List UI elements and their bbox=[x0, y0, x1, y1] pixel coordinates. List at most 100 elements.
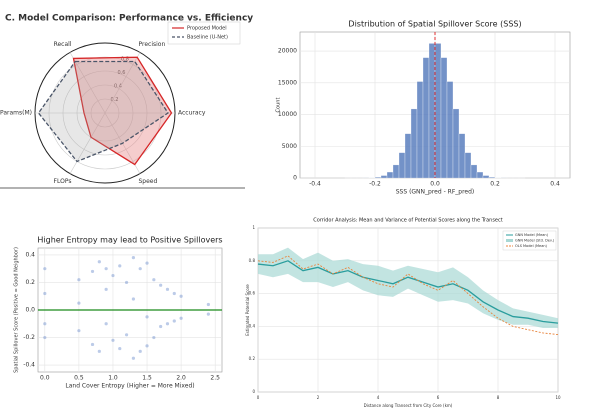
y-tick-label: 0.2 bbox=[25, 279, 35, 286]
x-tick-label: 8 bbox=[497, 395, 500, 400]
point bbox=[145, 261, 149, 265]
y-tick-label: 5000 bbox=[282, 143, 297, 150]
series-line bbox=[257, 260, 559, 324]
bar bbox=[380, 175, 388, 179]
bar bbox=[410, 108, 418, 179]
bar bbox=[482, 175, 490, 179]
chart-title: Corridor Analysis: Mean and Variance of … bbox=[313, 218, 502, 224]
bar bbox=[386, 171, 394, 179]
point bbox=[97, 260, 101, 264]
bar bbox=[476, 171, 484, 179]
point bbox=[104, 267, 108, 271]
y-axis-label: Spatial Spillover Score (Positive = Good… bbox=[14, 247, 20, 373]
r-tick-label: 0.6 bbox=[117, 70, 125, 76]
point bbox=[152, 335, 156, 340]
point bbox=[43, 335, 47, 340]
point bbox=[43, 291, 47, 296]
point bbox=[131, 297, 136, 301]
spoke bbox=[104, 52, 141, 114]
x-tick-label: 0.0 bbox=[40, 375, 50, 382]
y-tick-label: 20000 bbox=[278, 48, 297, 55]
std-band bbox=[258, 247, 558, 329]
point bbox=[206, 302, 210, 307]
y-tick-label: 0 bbox=[252, 389, 255, 394]
x-axis-label: Land Cover Entropy (Higher = More Mixed) bbox=[65, 383, 194, 390]
x-tick-label: 6 bbox=[437, 395, 440, 400]
chart-title: Higher Entropy may lead to Positive Spil… bbox=[37, 236, 222, 245]
y-tick-label: 0.0 bbox=[25, 307, 35, 314]
y-tick-label: 0.8 bbox=[249, 258, 256, 263]
x-tick-label: 2.0 bbox=[176, 375, 186, 382]
x-tick-label: 4 bbox=[377, 395, 380, 400]
point bbox=[179, 294, 183, 298]
point bbox=[165, 287, 170, 291]
bar bbox=[458, 133, 466, 179]
series-line bbox=[257, 255, 559, 336]
point bbox=[131, 256, 136, 260]
point bbox=[145, 344, 149, 348]
bar bbox=[434, 43, 442, 179]
bar bbox=[428, 43, 436, 179]
series-area bbox=[37, 60, 169, 163]
bar bbox=[398, 152, 406, 179]
y-tick-label: 15000 bbox=[278, 79, 297, 86]
bar bbox=[392, 164, 400, 179]
axis-label: Precision bbox=[139, 41, 166, 48]
point bbox=[118, 346, 122, 351]
axis-label: Recall bbox=[54, 41, 72, 48]
bar bbox=[374, 176, 382, 179]
bar bbox=[416, 81, 424, 179]
bar bbox=[446, 81, 454, 179]
point bbox=[124, 280, 129, 285]
axis-label: Accuracy bbox=[178, 110, 206, 117]
x-tick-label: 1.0 bbox=[108, 375, 118, 382]
x-axis-label: Distance along Transect from City Core (… bbox=[364, 403, 453, 408]
bar bbox=[452, 108, 460, 179]
y-tick-label: 0.6 bbox=[249, 291, 256, 296]
legend-label: GNN Model (Mean) bbox=[515, 233, 549, 237]
legend-label: Baseline (U-Net) bbox=[187, 35, 228, 41]
x-tick-label: 10 bbox=[555, 395, 561, 400]
r-tick-label: 0.8 bbox=[121, 56, 129, 62]
r-tick-label: 0.2 bbox=[110, 97, 118, 103]
point bbox=[165, 322, 170, 326]
series-area bbox=[72, 56, 173, 166]
legend-box bbox=[502, 230, 557, 251]
legend-box bbox=[167, 21, 241, 45]
chart-title: Distribution of Spatial Spillover Score … bbox=[348, 20, 521, 29]
x-tick-label: -0.4 bbox=[309, 181, 321, 188]
point bbox=[145, 315, 149, 319]
legend-label: OLS Model (Mean) bbox=[515, 244, 548, 248]
point bbox=[138, 349, 142, 353]
point bbox=[111, 273, 115, 278]
x-tick-label: 0.2 bbox=[490, 181, 500, 188]
bar bbox=[440, 57, 448, 179]
point bbox=[104, 322, 108, 326]
y-tick-label: -0.2 bbox=[23, 334, 35, 341]
point bbox=[77, 329, 81, 333]
spoke bbox=[69, 112, 106, 174]
bar bbox=[404, 133, 412, 179]
point bbox=[43, 322, 47, 326]
x-tick-label: 2.5 bbox=[210, 375, 220, 382]
x-tick-label: 0.4 bbox=[550, 181, 560, 188]
x-tick-label: 0.5 bbox=[74, 375, 84, 382]
axis-label: Speed bbox=[139, 178, 158, 185]
bar bbox=[422, 57, 430, 179]
point bbox=[179, 316, 183, 320]
point bbox=[159, 283, 163, 287]
point bbox=[159, 324, 163, 329]
bar bbox=[470, 164, 478, 179]
point bbox=[118, 264, 122, 268]
x-tick-label: 0.0 bbox=[430, 181, 440, 188]
x-tick-label: -0.2 bbox=[369, 181, 381, 188]
point bbox=[206, 312, 210, 316]
axis-label: Params(M) bbox=[0, 110, 32, 117]
y-tick-label: 0.4 bbox=[249, 323, 256, 328]
spoke bbox=[69, 52, 106, 114]
y-axis-label: Estimated Potential Score bbox=[245, 284, 250, 336]
y-tick-label: 10000 bbox=[278, 111, 297, 118]
point bbox=[77, 301, 81, 305]
point bbox=[111, 338, 115, 342]
